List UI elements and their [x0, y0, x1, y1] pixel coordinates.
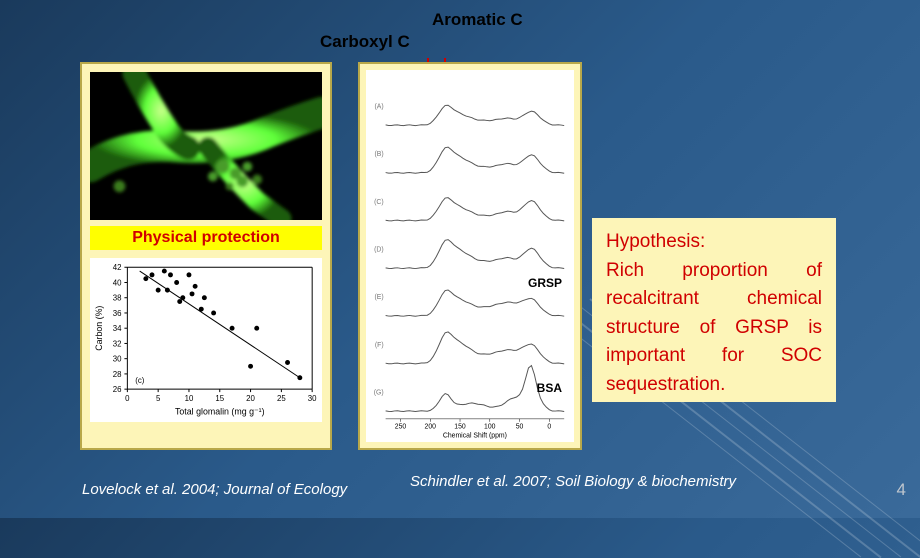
svg-text:150: 150: [454, 424, 466, 431]
spectra-panel: (A) (B) (C) (D) (E) (F) (G) 0 50 100 150 200 250 Chem…: [358, 62, 582, 450]
svg-text:30: 30: [113, 355, 122, 364]
svg-text:(A): (A): [375, 104, 384, 111]
bsa-label: BSA: [537, 381, 562, 395]
carboxyl-label: Carboxyl C: [320, 32, 410, 52]
svg-text:20: 20: [246, 394, 255, 403]
svg-text:(c): (c): [135, 376, 145, 385]
svg-text:200: 200: [425, 424, 437, 431]
svg-text:(D): (D): [374, 246, 384, 253]
svg-text:28: 28: [113, 370, 122, 379]
svg-text:(G): (G): [374, 389, 384, 396]
physical-protection-label: Physical protection: [90, 226, 322, 250]
hypothesis-body: Rich proportion of recalcitrant chemical…: [606, 260, 822, 395]
svg-text:(C): (C): [374, 199, 384, 206]
svg-text:(E): (E): [375, 294, 384, 301]
page-number: 4: [897, 480, 906, 500]
svg-text:Carbon (%): Carbon (%): [94, 306, 104, 351]
svg-text:100: 100: [484, 424, 496, 431]
svg-text:38: 38: [113, 294, 122, 303]
citation-left: Lovelock et al. 2004; Journal of Ecology: [82, 481, 347, 498]
fluorescence-micrograph: [90, 72, 322, 220]
svg-text:Total glomalin (mg g⁻¹): Total glomalin (mg g⁻¹): [175, 407, 265, 417]
hypothesis-title: Hypothesis:: [606, 231, 705, 252]
scatter-chart: 0 5 10 15 20 25 30 26 28 30 32 34 36 38 40 42 Total glom…: [90, 258, 322, 422]
svg-text:5: 5: [156, 394, 161, 403]
svg-text:36: 36: [113, 309, 122, 318]
svg-text:50: 50: [516, 424, 524, 431]
nmr-spectra-chart: (A) (B) (C) (D) (E) (F) (G) 0 50 100 150 200 250 Chem…: [366, 70, 574, 442]
svg-text:Chemical Shift (ppm): Chemical Shift (ppm): [443, 433, 507, 440]
svg-text:0: 0: [125, 394, 130, 403]
svg-text:(F): (F): [375, 342, 384, 349]
citation-right: Schindler et al. 2007; Soil Biology & bi…: [410, 473, 736, 490]
svg-text:10: 10: [185, 394, 194, 403]
svg-text:40: 40: [113, 278, 122, 287]
aromatic-label: Aromatic C: [432, 10, 523, 30]
grsp-label: GRSP: [528, 276, 562, 290]
svg-text:34: 34: [113, 324, 122, 333]
svg-text:250: 250: [395, 424, 407, 431]
svg-text:32: 32: [113, 339, 122, 348]
svg-text:42: 42: [113, 263, 122, 272]
hypothesis-box: Hypothesis: Rich proportion of recalcitr…: [592, 218, 836, 402]
svg-text:26: 26: [113, 385, 122, 394]
left-panel: Physical protection 0 5 10 15 20 25 30 26 28 30 32…: [80, 62, 332, 450]
svg-text:30: 30: [308, 394, 317, 403]
svg-text:25: 25: [277, 394, 286, 403]
svg-text:15: 15: [215, 394, 224, 403]
svg-text:(B): (B): [375, 151, 384, 158]
svg-text:0: 0: [547, 424, 551, 431]
